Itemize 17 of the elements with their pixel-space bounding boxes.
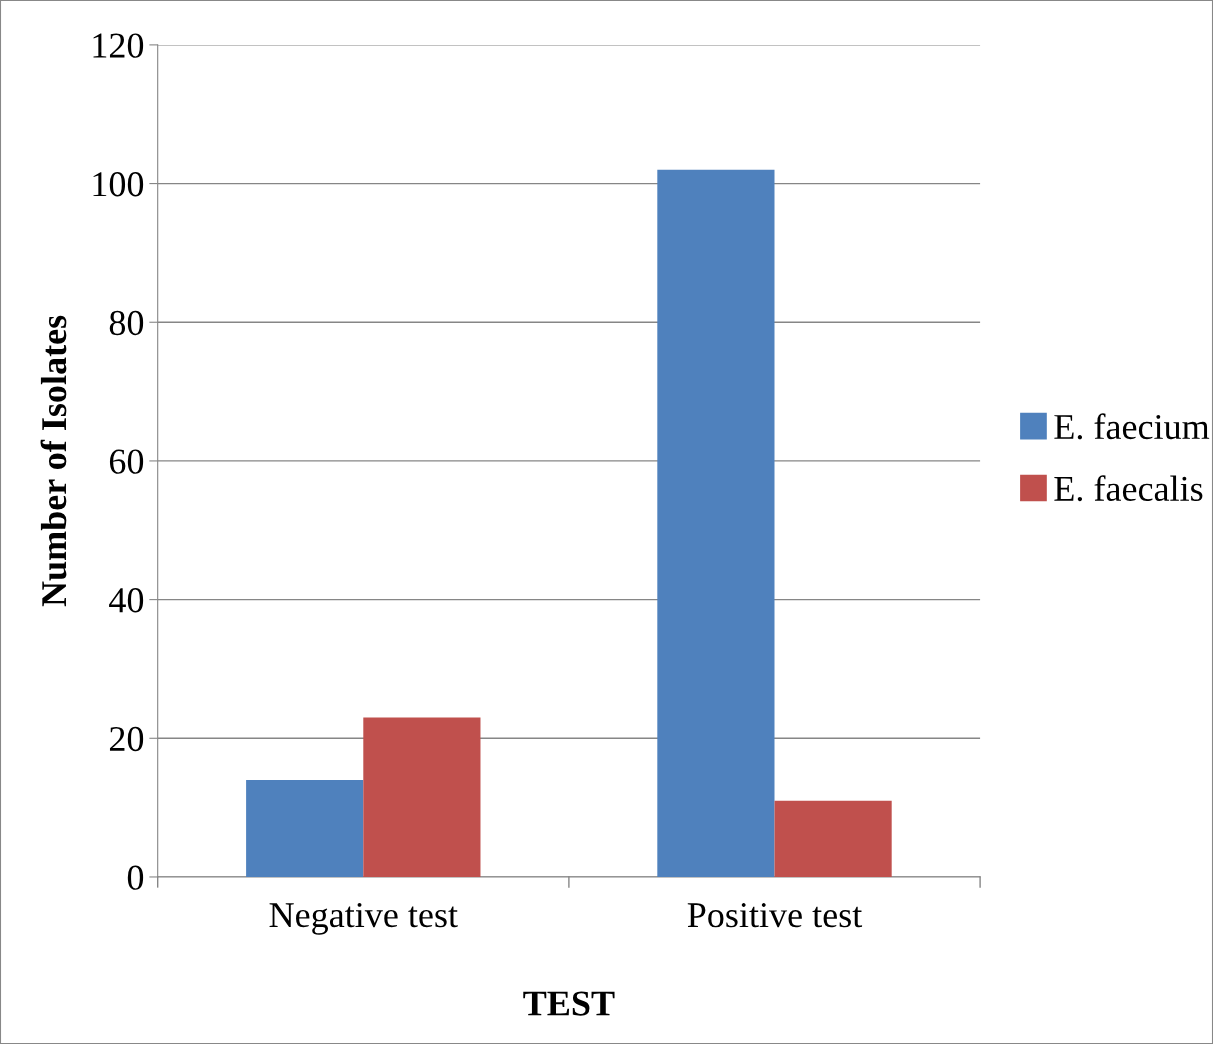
legend-label: E. faecium (1054, 413, 1210, 440)
y-tick-label: 20 (109, 726, 144, 752)
x-axis-title: TEST (523, 991, 615, 1016)
bar (774, 800, 892, 877)
x-tick-label: Negative test (269, 903, 458, 935)
y-tick-label: 80 (109, 310, 144, 336)
y-tick-label: 100 (93, 172, 144, 197)
legend-label: E. faecalis (1054, 475, 1203, 502)
x-tick-label: Positive test (687, 903, 863, 928)
bar (363, 717, 481, 877)
y-tick-label: 40 (109, 588, 144, 613)
y-axis-title: Number of Isolates (40, 315, 67, 607)
y-tick-label: 120 (93, 33, 144, 58)
y-tick-label: 0 (127, 865, 144, 890)
bar (657, 169, 775, 877)
y-tick-label: 60 (109, 449, 144, 474)
bar (246, 779, 364, 877)
